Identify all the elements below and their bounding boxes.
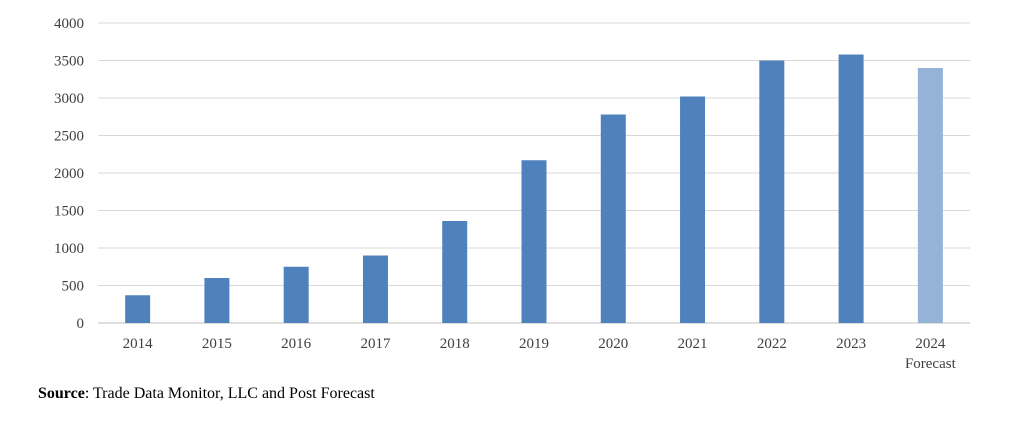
y-tick-label: 2000 (54, 166, 84, 182)
y-tick-label: 500 (62, 279, 85, 295)
bar-2020 (600, 114, 626, 323)
y-tick-label: 2500 (54, 129, 84, 145)
x-tick-label: 2024 (915, 336, 946, 352)
bar-2015 (204, 278, 230, 323)
x-axis-ticks: 2014 2015 2016 2017 2018 2019 2020 2021 2022 2023… (123, 336, 957, 372)
x-tick-label: 2017 (360, 336, 391, 352)
x-tick-label: 2015 (202, 336, 232, 352)
bar-2024 (917, 68, 943, 323)
x-tick-label: 2023 (836, 336, 866, 352)
y-tick-label: 3500 (54, 54, 84, 70)
bar-2016 (283, 266, 309, 323)
source-text: : Trade Data Monitor, LLC and Post Forec… (84, 385, 375, 402)
x-tick-label: 2022 (757, 336, 787, 352)
bars (125, 54, 943, 323)
x-tick-label: 2020 (598, 336, 628, 352)
x-tick-label: 2018 (440, 336, 470, 352)
bar-2017 (362, 255, 388, 323)
x-tick-label: 2019 (519, 336, 549, 352)
source-note: Source: Trade Data Monitor, LLC and Post… (38, 385, 375, 403)
x-tick-sublabel: Forecast (905, 356, 957, 372)
y-tick-label: 3000 (54, 91, 84, 107)
y-tick-label: 0 (77, 316, 85, 332)
y-tick-label: 1500 (54, 204, 84, 220)
bar-2023 (838, 54, 864, 323)
y-axis-ticks: 0 500 1000 1500 2000 2500 3000 3500 4000 (54, 16, 84, 332)
y-tick-label: 4000 (54, 16, 84, 32)
x-tick-label: 2021 (678, 336, 708, 352)
y-tick-label: 1000 (54, 241, 84, 257)
bar-2021 (680, 96, 706, 323)
x-tick-label: 2014 (123, 336, 154, 352)
source-label: Source (38, 385, 85, 402)
x-tick-label: 2016 (281, 336, 312, 352)
bar-2022 (759, 60, 785, 323)
bar-2014 (125, 295, 151, 323)
bar-2019 (521, 160, 547, 323)
bar-2018 (442, 221, 468, 323)
